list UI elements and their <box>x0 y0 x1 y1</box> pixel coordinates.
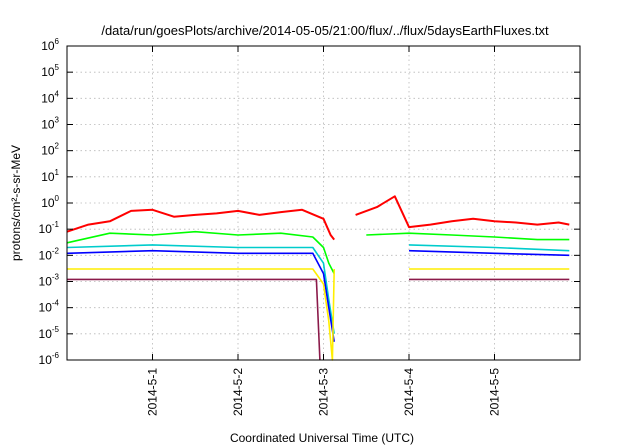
series-line <box>366 232 570 241</box>
y-tick-label: 104 <box>41 89 59 105</box>
x-tick-label: 2014-5-4 <box>402 368 416 416</box>
y-tick-label: 106 <box>41 37 59 53</box>
series-layer <box>66 195 570 361</box>
series-line <box>408 244 570 252</box>
y-tick-label: 105 <box>41 63 59 79</box>
x-tick-label: 2014-5-1 <box>146 368 160 416</box>
y-tick-label: 101 <box>41 168 59 184</box>
x-tick-label: 2014-5-3 <box>317 368 331 416</box>
series-line <box>67 278 321 361</box>
series-line <box>66 230 335 274</box>
ticks-layer: 10-6 10-5 10-4 10-3 10-2 10-1 100 101 102 103 104 1… <box>39 37 580 416</box>
series-line <box>66 249 335 342</box>
y-tick-label: 102 <box>41 142 59 158</box>
y-tick-label: 10-3 <box>39 273 60 289</box>
y-tick-label: 100 <box>41 194 59 210</box>
series-line <box>355 195 570 229</box>
y-tick-label: 10-6 <box>39 351 60 367</box>
series-line <box>66 244 335 334</box>
y-axis-label: protons/cm²-s-sr-MeV <box>9 145 23 261</box>
y-tick-label: 10-5 <box>39 325 60 341</box>
series-line <box>66 208 335 241</box>
x-tick-label: 2014-5-5 <box>488 368 502 416</box>
chart-title: /data/run/goesPlots/archive/2014-05-05/2… <box>101 23 549 38</box>
x-axis-label: Coordinated Universal Time (UTC) <box>230 431 414 445</box>
y-tick-label: 10-1 <box>39 220 60 236</box>
y-tick-label: 10-4 <box>39 299 60 315</box>
x-tick-label: 2014-5-2 <box>231 368 245 416</box>
series-line <box>67 268 335 361</box>
y-tick-label: 103 <box>41 116 59 132</box>
grid-layer <box>67 46 580 360</box>
series-line <box>408 249 570 257</box>
y-tick-label: 10-2 <box>39 246 60 262</box>
